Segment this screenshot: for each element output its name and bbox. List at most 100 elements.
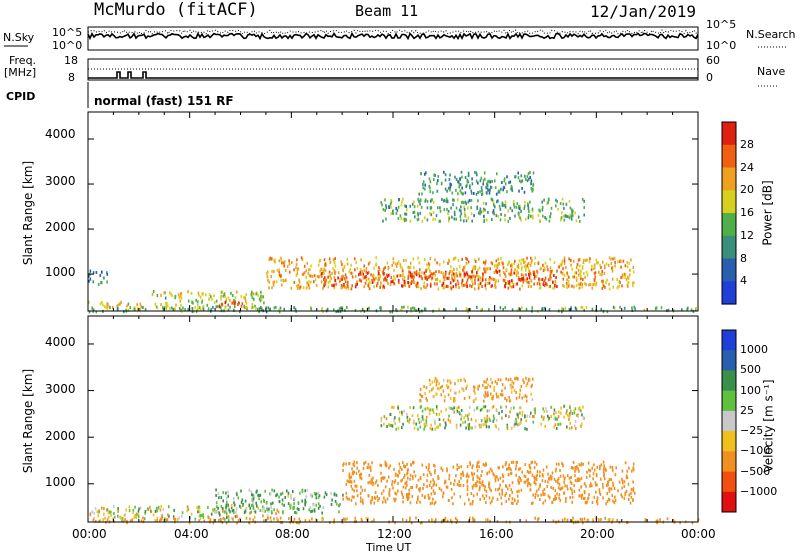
- scatter-cell: [455, 272, 458, 276]
- noise-tick-right-bottom: 10^0: [706, 39, 737, 52]
- scatter-cell: [127, 302, 130, 306]
- scatter-cell: [449, 388, 452, 392]
- scatter-cell: [488, 307, 490, 311]
- scatter-cell: [516, 282, 519, 286]
- scatter-cell: [602, 496, 604, 500]
- scatter-cell: [413, 275, 415, 279]
- scatter-cell: [403, 281, 406, 284]
- scatter-cell: [429, 186, 431, 190]
- scatter-cell: [472, 265, 475, 269]
- scatter-cell: [459, 273, 461, 277]
- scatter-cell: [399, 274, 402, 278]
- scatter-cell: [408, 492, 411, 496]
- scatter-cell: [275, 305, 277, 309]
- scatter-cell: [482, 463, 485, 466]
- scatter-cell: [199, 514, 202, 517]
- scatter-cell: [623, 485, 626, 488]
- scatter-cell: [445, 284, 448, 288]
- scatter-cell: [289, 504, 291, 508]
- scatter-cell: [456, 406, 459, 410]
- scatter-cell: [548, 219, 551, 223]
- scatter-cell: [447, 385, 450, 389]
- scatter-cell: [251, 493, 253, 497]
- scatter-cell: [425, 397, 428, 400]
- scatter-cell: [572, 516, 574, 520]
- scatter-cell: [432, 395, 435, 399]
- scatter-cell: [443, 275, 445, 279]
- scatter-cell: [452, 502, 454, 506]
- scatter-cell: [367, 494, 370, 498]
- scatter-cell: [462, 421, 464, 425]
- scatter-cell: [537, 517, 540, 521]
- noise-tick-right-top: 10^5: [706, 18, 737, 31]
- scatter-cell: [272, 283, 275, 287]
- scatter-cell: [562, 272, 564, 276]
- scatter-cell: [402, 277, 404, 281]
- scatter-cell: [181, 511, 184, 515]
- scatter-cell: [166, 301, 168, 305]
- scatter-cell: [472, 518, 474, 521]
- scatter-cell: [410, 280, 413, 284]
- scatter-cell: [453, 406, 456, 410]
- scatter-cell: [428, 519, 430, 523]
- scatter-cell: [524, 427, 526, 431]
- scatter-cell: [541, 208, 544, 212]
- scatter-cell: [571, 500, 573, 504]
- scatter-cell: [101, 270, 103, 274]
- scatter-cell: [412, 257, 415, 261]
- scatter-cell: [570, 306, 572, 310]
- scatter-cell: [491, 179, 493, 183]
- scatter-cell: [423, 258, 426, 261]
- scatter-cell: [555, 276, 557, 280]
- scatter-cell: [96, 510, 99, 514]
- scatter-cell: [387, 475, 390, 479]
- scatter-cell: [536, 282, 539, 286]
- scatter-cell: [471, 219, 473, 223]
- scatter-cell: [417, 285, 420, 289]
- scatter-cell: [255, 501, 257, 505]
- scatter-cell: [563, 491, 566, 495]
- scatter-cell: [481, 480, 484, 484]
- scatter-cell: [89, 513, 92, 517]
- scatter-cell: [216, 505, 218, 509]
- scatter-cell: [391, 480, 394, 484]
- scatter-cell: [473, 399, 475, 403]
- scatter-cell: [545, 282, 547, 286]
- scatter-cell: [361, 498, 364, 502]
- scatter-cell: [104, 516, 106, 520]
- scatter-cell: [603, 472, 605, 476]
- scatter-cell: [602, 260, 604, 264]
- scatter-cell: [492, 209, 495, 213]
- scatter-cell: [245, 305, 248, 309]
- scatter-cell: [339, 277, 341, 281]
- scatter-cell: [485, 267, 487, 271]
- scatter-cell: [459, 218, 462, 222]
- scatter-cell: [527, 172, 530, 176]
- scatter-cell: [529, 170, 531, 174]
- scatter-cell: [517, 499, 519, 503]
- scatter-cell: [493, 271, 496, 274]
- scatter-cell: [462, 389, 465, 393]
- scatter-cell: [511, 189, 514, 193]
- scatter-cell: [555, 467, 557, 471]
- scatter-cell: [231, 516, 233, 520]
- scatter-cell: [212, 305, 214, 309]
- scatter-cell: [410, 307, 412, 311]
- scatter-cell: [561, 310, 563, 314]
- colorbar-swatch: [722, 258, 736, 282]
- scatter-cell: [610, 487, 613, 491]
- scatter-cell: [479, 276, 482, 280]
- scatter-cell: [222, 516, 225, 520]
- scatter-cell: [589, 469, 592, 473]
- scatter-cell: [333, 308, 335, 312]
- scatter-cell: [575, 276, 578, 280]
- scatter-cell: [409, 406, 411, 409]
- scatter-cell: [198, 510, 201, 514]
- scatter-cell: [361, 488, 364, 492]
- scatter-cell: [533, 475, 535, 479]
- scatter-cell: [571, 488, 573, 492]
- colorbar-tick-label: 500: [740, 363, 761, 376]
- scatter-cell: [308, 280, 310, 284]
- scatter-cell: [347, 480, 350, 484]
- scatter-cell: [380, 492, 383, 496]
